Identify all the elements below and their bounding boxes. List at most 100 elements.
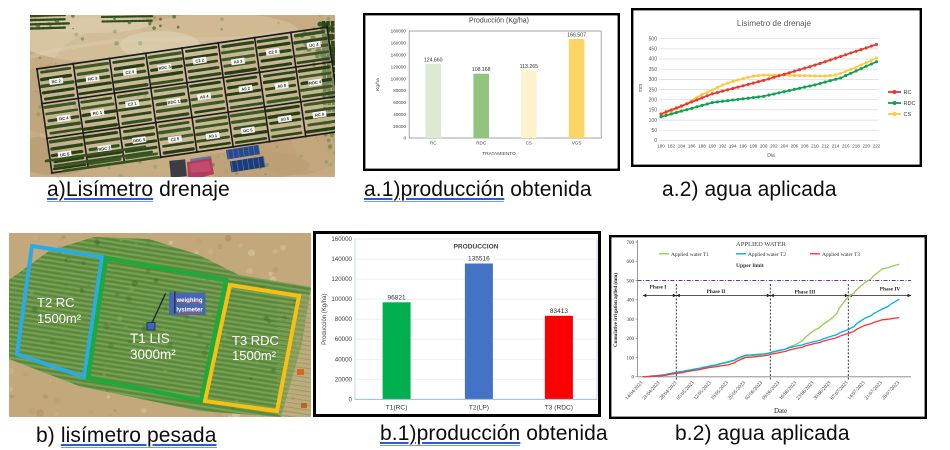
svg-text:UC 4: UC 4 bbox=[309, 42, 320, 48]
svg-text:166.507: 166.507 bbox=[567, 33, 586, 39]
svg-text:186: 186 bbox=[688, 144, 696, 149]
svg-text:218: 218 bbox=[852, 144, 860, 149]
svg-text:Cumulative irrigation aplied (: Cumulative irrigation aplied (mm) bbox=[614, 273, 619, 347]
svg-text:100: 100 bbox=[649, 118, 658, 124]
svg-text:C2 2: C2 2 bbox=[195, 57, 205, 63]
svg-text:A0 4: A0 4 bbox=[200, 93, 210, 99]
svg-text:206: 206 bbox=[791, 144, 799, 149]
svg-text:182: 182 bbox=[668, 144, 676, 149]
svg-text:60000: 60000 bbox=[393, 100, 406, 105]
svg-text:188: 188 bbox=[698, 144, 706, 149]
svg-text:120000: 120000 bbox=[331, 276, 352, 283]
svg-text:0: 0 bbox=[632, 376, 635, 381]
svg-text:108.168: 108.168 bbox=[472, 67, 491, 73]
svg-text:194: 194 bbox=[729, 144, 737, 149]
svg-text:500: 500 bbox=[649, 36, 658, 42]
svg-text:140000: 140000 bbox=[391, 53, 407, 58]
svg-text:20000: 20000 bbox=[335, 376, 353, 383]
svg-text:Phase IV: Phase IV bbox=[880, 287, 901, 293]
svg-text:113.265: 113.265 bbox=[520, 64, 538, 70]
svg-text:184: 184 bbox=[678, 144, 686, 149]
svg-text:100: 100 bbox=[627, 356, 635, 361]
svg-text:RC 5: RC 5 bbox=[243, 127, 254, 133]
svg-text:C2 0: C2 0 bbox=[268, 49, 278, 55]
svg-text:Producción (Kg/ha): Producción (Kg/ha) bbox=[322, 294, 328, 345]
svg-text:TRATAMIENTO: TRATAMIENTO bbox=[482, 151, 516, 157]
svg-text:600: 600 bbox=[627, 260, 635, 265]
svg-text:Date: Date bbox=[774, 407, 787, 415]
svg-text:202: 202 bbox=[770, 144, 778, 149]
svg-text:40000: 40000 bbox=[393, 112, 406, 117]
svg-text:1500m²: 1500m² bbox=[232, 348, 277, 363]
svg-text:212: 212 bbox=[821, 144, 829, 149]
svg-text:Lisimetro de drenaje: Lisimetro de drenaje bbox=[737, 19, 812, 28]
svg-text:180: 180 bbox=[657, 144, 665, 149]
svg-text:400: 400 bbox=[627, 299, 635, 304]
svg-text:Dia: Dia bbox=[767, 153, 775, 159]
svg-text:RDC 4: RDC 4 bbox=[309, 79, 323, 86]
svg-text:220: 220 bbox=[862, 144, 870, 149]
svg-text:80000: 80000 bbox=[335, 316, 353, 323]
svg-text:RDC 1: RDC 1 bbox=[167, 98, 181, 105]
svg-text:208: 208 bbox=[801, 144, 809, 149]
svg-text:A0 1: A0 1 bbox=[208, 133, 218, 139]
svg-text:RDC: RDC bbox=[904, 101, 916, 107]
svg-text:400: 400 bbox=[649, 57, 658, 63]
svg-text:222: 222 bbox=[873, 144, 881, 149]
svg-text:CS: CS bbox=[526, 141, 532, 146]
svg-text:RC 0: RC 0 bbox=[315, 111, 326, 117]
svg-text:lysimeter: lysimeter bbox=[176, 308, 203, 314]
svg-text:RDC 2: RDC 2 bbox=[98, 145, 112, 152]
svg-text:Phase III: Phase III bbox=[795, 290, 816, 296]
svg-text:180000: 180000 bbox=[391, 29, 407, 34]
svg-text:200: 200 bbox=[627, 337, 635, 342]
svg-text:T3 (RDC): T3 (RDC) bbox=[545, 404, 573, 411]
svg-text:120000: 120000 bbox=[391, 64, 407, 69]
svg-text:weighing: weighing bbox=[176, 298, 203, 304]
svg-text:RDC 3: RDC 3 bbox=[158, 64, 172, 71]
svg-text:210: 210 bbox=[811, 144, 819, 149]
svg-text:CS: CS bbox=[904, 112, 912, 118]
svg-text:Phase II: Phase II bbox=[707, 289, 726, 295]
svg-text:T2 RC: T2 RC bbox=[37, 295, 75, 310]
svg-text:160000: 160000 bbox=[391, 41, 407, 46]
svg-text:T1(RC): T1(RC) bbox=[386, 404, 408, 411]
svg-text:350: 350 bbox=[649, 67, 658, 73]
svg-text:T1 LIS: T1 LIS bbox=[130, 331, 170, 346]
svg-text:300: 300 bbox=[649, 77, 658, 83]
svg-text:200: 200 bbox=[649, 97, 658, 103]
svg-text:RC: RC bbox=[904, 90, 912, 96]
svg-text:Phase I: Phase I bbox=[650, 285, 667, 291]
svg-text:T3 RDC: T3 RDC bbox=[232, 333, 279, 348]
svg-text:216: 216 bbox=[842, 144, 850, 149]
svg-text:RC 4: RC 4 bbox=[59, 115, 70, 121]
svg-text:RDC 5: RDC 5 bbox=[133, 137, 147, 144]
svg-text:RDC: RDC bbox=[476, 141, 487, 146]
svg-text:160000: 160000 bbox=[331, 236, 352, 243]
svg-text:100000: 100000 bbox=[391, 76, 407, 81]
svg-text:RC 2: RC 2 bbox=[51, 78, 62, 84]
svg-text:192: 192 bbox=[719, 144, 727, 149]
svg-text:A0 3: A0 3 bbox=[233, 58, 243, 64]
svg-text:500: 500 bbox=[627, 279, 635, 284]
svg-text:RC 1: RC 1 bbox=[92, 110, 103, 116]
svg-text:RC: RC bbox=[430, 141, 437, 146]
svg-text:C2 5: C2 5 bbox=[170, 136, 180, 142]
svg-text:mm: mm bbox=[638, 84, 644, 92]
svg-text:Upper limit: Upper limit bbox=[736, 263, 764, 269]
svg-text:124.660: 124.660 bbox=[424, 57, 443, 63]
svg-text:450: 450 bbox=[649, 47, 658, 53]
svg-text:20000: 20000 bbox=[393, 124, 406, 129]
svg-text:60000: 60000 bbox=[335, 336, 353, 343]
svg-text:190: 190 bbox=[709, 144, 717, 149]
svg-text:C2 1: C2 1 bbox=[128, 101, 138, 107]
svg-text:Producción (Kg/ha): Producción (Kg/ha) bbox=[469, 18, 529, 25]
svg-text:200: 200 bbox=[760, 144, 768, 149]
svg-text:214: 214 bbox=[832, 144, 840, 149]
svg-text:300: 300 bbox=[627, 318, 635, 323]
svg-text:Applied water T2: Applied water T2 bbox=[748, 252, 786, 258]
svg-text:0: 0 bbox=[654, 138, 657, 144]
svg-text:UC 5: UC 5 bbox=[60, 151, 71, 157]
svg-text:135516: 135516 bbox=[468, 256, 490, 263]
svg-text:0: 0 bbox=[349, 396, 353, 403]
